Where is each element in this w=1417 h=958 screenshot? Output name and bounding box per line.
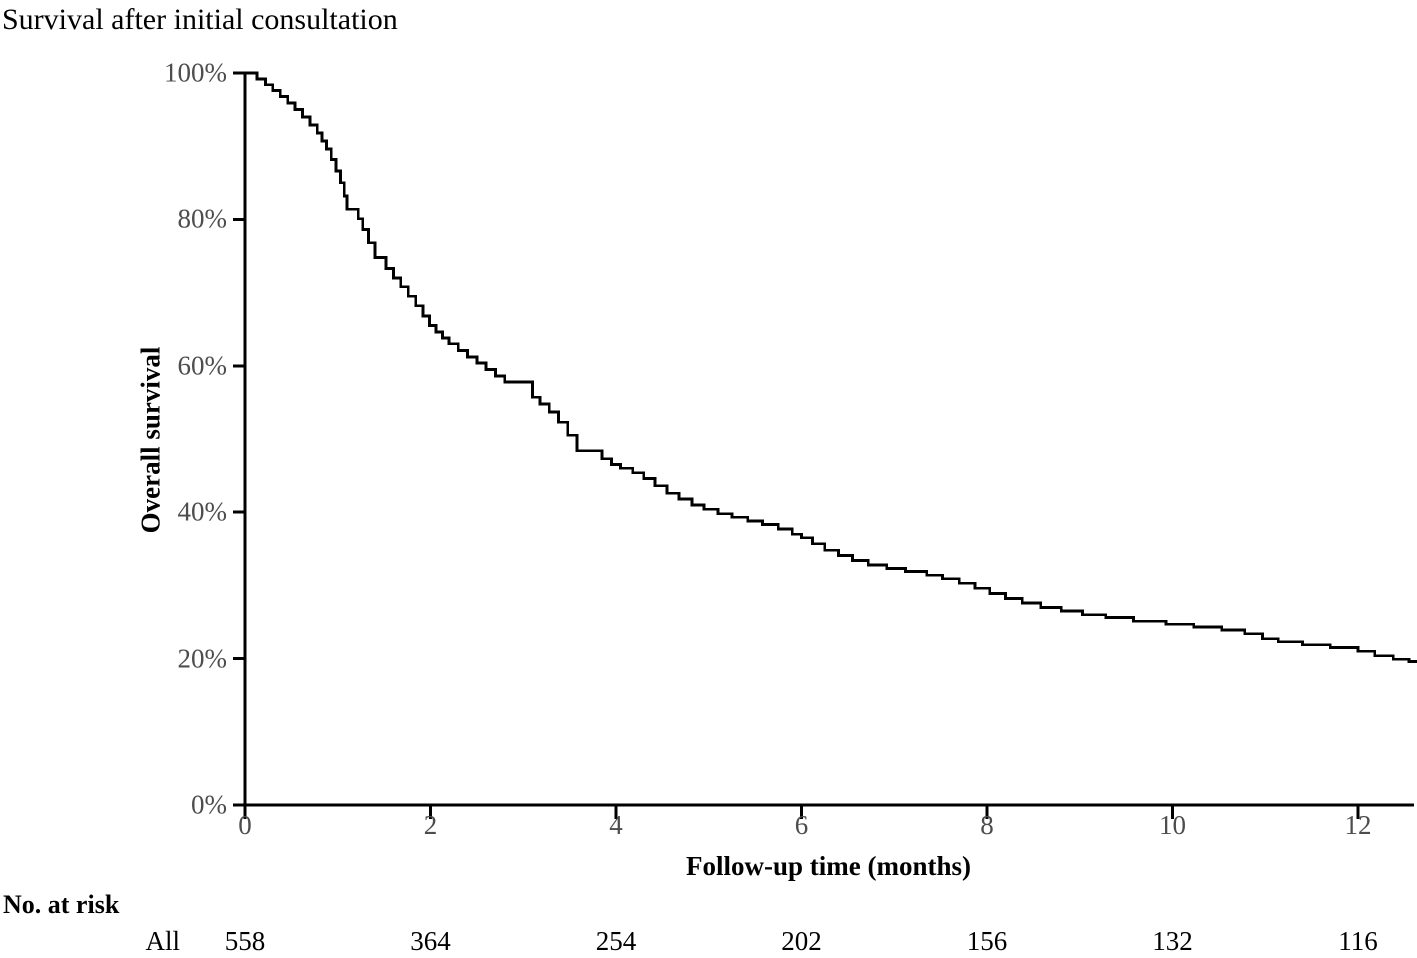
risk-count: 558 <box>224 926 266 956</box>
x-tick-label: 6 <box>794 810 809 840</box>
x-axis-title: Follow-up time (months) <box>686 851 971 881</box>
risk-count: 364 <box>410 926 451 956</box>
risk-count: 116 <box>1338 926 1378 956</box>
x-tick-label: 2 <box>423 810 438 840</box>
risk-table-header: No. at risk <box>3 890 120 919</box>
y-tick-label: 60% <box>177 350 228 381</box>
x-tick-label: 8 <box>980 810 994 840</box>
x-tick-label: 4 <box>609 810 623 840</box>
x-tick-label: 12 <box>1344 810 1372 840</box>
risk-count: 132 <box>1152 926 1193 956</box>
y-tick-label: 40% <box>177 496 228 527</box>
risk-count: 156 <box>966 926 1008 956</box>
risk-count: 254 <box>595 926 637 956</box>
y-tick-label: 0% <box>191 789 227 820</box>
y-tick-label: 20% <box>177 643 228 674</box>
x-tick-label: 0 <box>238 810 252 840</box>
y-tick-label: 100% <box>164 57 227 88</box>
x-tick-label: 10 <box>1159 810 1186 840</box>
survival-curve-all <box>245 71 1417 663</box>
y-tick-label: 80% <box>177 203 228 234</box>
risk-row-label: All <box>145 926 180 956</box>
risk-count: 202 <box>781 926 822 956</box>
chart-title: Survival after initial consultation <box>2 3 398 36</box>
